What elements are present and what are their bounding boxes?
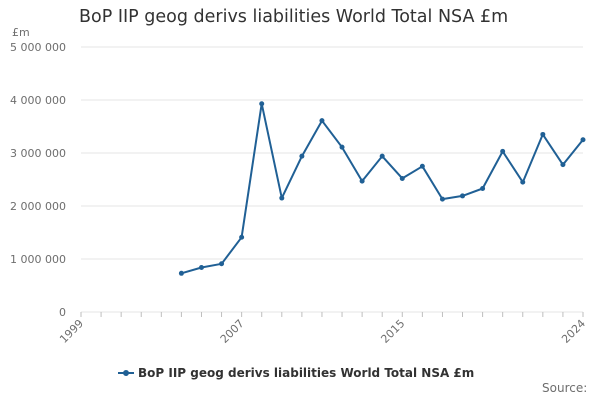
legend-label: BoP IIP geog derivs liabilities World To… bbox=[138, 366, 475, 380]
data-point bbox=[259, 101, 265, 107]
data-point bbox=[219, 261, 225, 267]
data-point bbox=[239, 234, 245, 240]
legend-swatch bbox=[118, 368, 134, 378]
data-point bbox=[560, 162, 566, 168]
data-point bbox=[439, 196, 445, 202]
data-point bbox=[520, 179, 526, 185]
data-point bbox=[399, 175, 405, 181]
data-point bbox=[580, 137, 586, 143]
y-tick-label: 3 000 000 bbox=[10, 147, 66, 160]
data-point bbox=[359, 178, 365, 184]
data-point bbox=[500, 148, 506, 154]
data-point bbox=[460, 193, 466, 199]
data-point bbox=[178, 270, 184, 276]
y-tick-label: 1 000 000 bbox=[10, 253, 66, 266]
y-axis: 0 1 000 000 2 000 000 3 000 000 4 000 000 5 0… bbox=[10, 41, 66, 319]
gridlines bbox=[81, 46, 583, 313]
source-label: Source: bbox=[542, 381, 588, 395]
series-line bbox=[181, 102, 584, 275]
y-tick-label: 0 bbox=[59, 306, 66, 319]
x-tick-label: 1999 bbox=[57, 317, 86, 346]
data-point bbox=[540, 131, 546, 137]
legend[interactable]: BoP IIP geog derivs liabilities World To… bbox=[118, 366, 474, 380]
y-tick-label: 4 000 000 bbox=[10, 94, 66, 107]
y-tick-label: 5 000 000 bbox=[10, 41, 66, 54]
data-point bbox=[379, 153, 385, 159]
series-layer bbox=[178, 101, 586, 276]
y-axis-unit: £m bbox=[12, 26, 30, 39]
data-point bbox=[339, 144, 345, 150]
x-tick-label: 2015 bbox=[378, 317, 407, 346]
data-point bbox=[279, 195, 285, 201]
data-point bbox=[299, 153, 305, 159]
x-tick-label: 2024 bbox=[559, 317, 588, 346]
x-axis: 1999 2007 2015 2024 bbox=[57, 312, 588, 346]
x-tick-label: 2007 bbox=[218, 317, 247, 346]
data-point bbox=[480, 186, 486, 192]
y-tick-label: 2 000 000 bbox=[10, 200, 66, 213]
chart-title: BoP IIP geog derivs liabilities World To… bbox=[79, 7, 509, 27]
data-point bbox=[319, 118, 325, 124]
data-point bbox=[419, 163, 425, 169]
data-point bbox=[198, 264, 204, 270]
